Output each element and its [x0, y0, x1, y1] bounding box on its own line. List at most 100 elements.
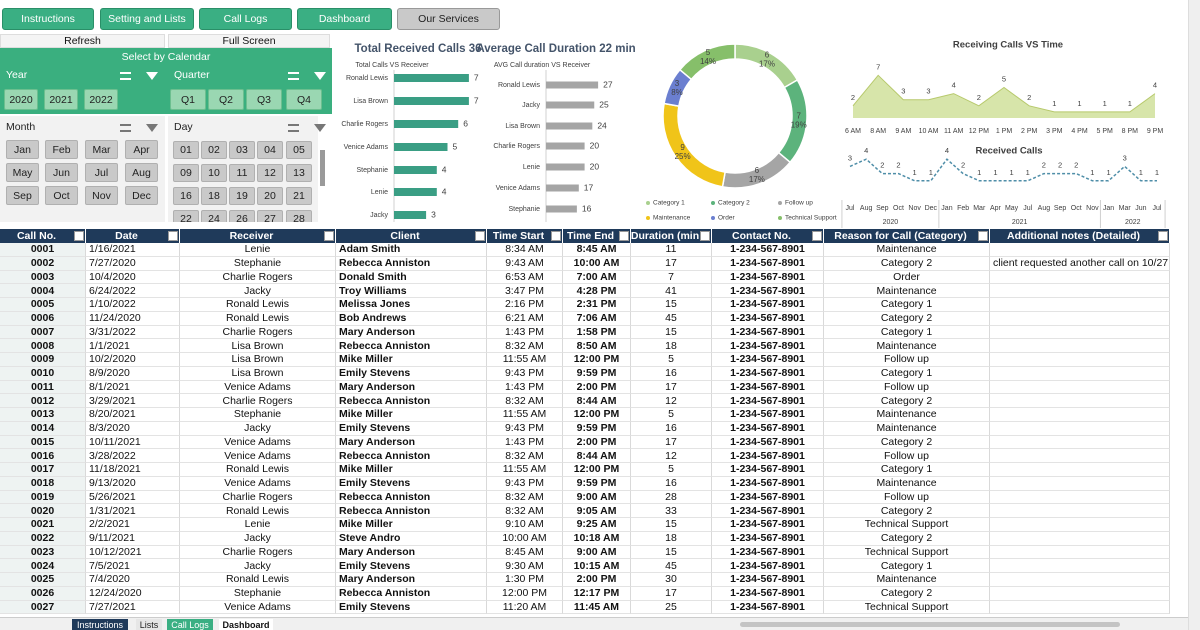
slicer-item[interactable]: 2022	[84, 89, 118, 110]
slicer-item[interactable]: Apr	[125, 140, 158, 159]
sheet-tab[interactable]: Lists	[136, 619, 162, 630]
filter-dropdown[interactable]	[74, 231, 84, 241]
table-cell: Category 1	[824, 325, 990, 340]
horizontal-scrollbar[interactable]	[740, 622, 1120, 627]
slicer-item[interactable]: Nov	[85, 186, 118, 205]
table-cell: 17	[631, 380, 712, 395]
filter-dropdown[interactable]	[168, 231, 178, 241]
slicer-item[interactable]: 20	[257, 187, 283, 205]
vertical-scrollbar[interactable]	[1188, 0, 1200, 630]
slicer-item[interactable]: 03	[229, 141, 255, 159]
x-group-label: 2022	[1125, 219, 1141, 226]
slicer-item[interactable]: Oct	[45, 186, 78, 205]
slicer-item[interactable]: 12	[257, 164, 283, 182]
sheet-tab[interactable]: Instructions	[72, 619, 128, 630]
slicer-item[interactable]: 26	[229, 210, 255, 222]
slicer-item[interactable]: Q1	[170, 89, 206, 110]
slicer-item[interactable]: Mar	[85, 140, 118, 159]
filter-dropdown[interactable]	[551, 231, 561, 241]
slicer-item[interactable]: 24	[201, 210, 227, 222]
table-cell: 0019	[0, 490, 86, 505]
slicer-item[interactable]: 16	[173, 187, 199, 205]
table-cell: Mary Anderson	[336, 435, 487, 450]
slicer-item[interactable]: 09	[173, 164, 199, 182]
multi-select-icon[interactable]	[288, 72, 299, 80]
slicer-scrollbar[interactable]	[320, 150, 325, 186]
filter-icon[interactable]	[314, 72, 326, 80]
multi-select-icon[interactable]	[120, 72, 131, 80]
slicer-item[interactable]: 05	[286, 141, 312, 159]
multi-select-icon[interactable]	[120, 124, 131, 132]
slicer-item[interactable]: 2020	[4, 89, 38, 110]
table-cell: 6:21 AM	[487, 311, 563, 326]
column-header: Date	[86, 229, 180, 243]
table-cell: 9:05 AM	[563, 504, 631, 518]
slicer-item[interactable]: 11	[229, 164, 255, 182]
slicer-item[interactable]: 18	[201, 187, 227, 205]
category-label: Ronald Lewis	[346, 75, 389, 82]
table-cell: Category 2	[824, 586, 990, 601]
slicer-item[interactable]: Feb	[45, 140, 78, 159]
slicer-item[interactable]: Q2	[208, 89, 244, 110]
slicer-item[interactable]: 21	[286, 187, 312, 205]
slicer-item[interactable]: 2021	[44, 89, 78, 110]
legend-label: Technical Support	[785, 215, 837, 222]
slicer-item[interactable]: 02	[201, 141, 227, 159]
table-cell: Technical Support	[824, 545, 990, 560]
x-tick-label: Jul	[1023, 205, 1032, 212]
slicer-item[interactable]: 28	[286, 210, 312, 222]
table-cell: 1-234-567-8901	[712, 449, 824, 463]
table-cell: 0021	[0, 518, 86, 532]
category-label: Lisa Brown	[353, 98, 388, 105]
table-cell: 8:45 AM	[563, 243, 631, 257]
empty-cell	[990, 408, 1170, 422]
nav-tab[interactable]: Our Services	[397, 8, 500, 30]
slicer-item[interactable]: 04	[257, 141, 283, 159]
slicer-item[interactable]: 10	[201, 164, 227, 182]
slicer-item[interactable]: 19	[229, 187, 255, 205]
nav-tab[interactable]: Dashboard	[297, 8, 392, 30]
slicer-item[interactable]: Jun	[45, 163, 78, 182]
x-group-label: 2020	[883, 219, 899, 226]
filter-dropdown[interactable]	[700, 231, 710, 241]
filter-dropdown[interactable]	[978, 231, 988, 241]
x-tick-label: Jul	[846, 205, 855, 212]
slicer-item[interactable]: 22	[173, 210, 199, 222]
action-button[interactable]: Full Screen	[168, 34, 330, 48]
multi-select-icon[interactable]	[288, 124, 299, 132]
slicer-item[interactable]: May	[6, 163, 39, 182]
nav-tab[interactable]: Setting and Lists	[100, 8, 194, 30]
slicer-item[interactable]: Aug	[125, 163, 158, 182]
slicer-item[interactable]: 13	[286, 164, 312, 182]
sheet-tab[interactable]: Dashboard	[219, 619, 273, 630]
table-cell: 1-234-567-8901	[712, 504, 824, 518]
filter-dropdown[interactable]	[619, 231, 629, 241]
slicer-item[interactable]: 01	[173, 141, 199, 159]
filter-icon[interactable]	[146, 72, 158, 80]
slicer-item[interactable]: Dec	[125, 186, 158, 205]
action-button[interactable]: Refresh	[0, 34, 165, 48]
chart-subtitle: AVG Call duration VS Receiver	[494, 62, 591, 69]
filter-dropdown[interactable]	[324, 231, 334, 241]
slicer-item[interactable]: Q3	[246, 89, 282, 110]
nav-tab[interactable]: Call Logs	[199, 8, 292, 30]
slicer-item[interactable]: Q4	[286, 89, 322, 110]
category-label: Ronald Lewis	[498, 82, 541, 89]
slicer-item[interactable]: Jan	[6, 140, 39, 159]
filter-dropdown[interactable]	[475, 231, 485, 241]
slicer-item[interactable]: 27	[257, 210, 283, 222]
nav-tab[interactable]: Instructions	[2, 8, 94, 30]
slicer-item[interactable]: Jul	[85, 163, 118, 182]
value-label: 7	[474, 95, 479, 105]
table-cell: Maintenance	[824, 284, 990, 298]
filter-dropdown[interactable]	[812, 231, 822, 241]
donut-slice	[777, 78, 808, 164]
sheet-tab[interactable]: Call Logs	[167, 619, 213, 630]
table-cell: Category 1	[824, 298, 990, 312]
table-cell: Emily Stevens	[336, 600, 487, 615]
empty-cell	[990, 463, 1170, 477]
filter-dropdown[interactable]	[1158, 231, 1168, 241]
slicer-item[interactable]: Sep	[6, 186, 39, 205]
filter-icon[interactable]	[146, 124, 158, 132]
filter-icon[interactable]	[314, 124, 326, 132]
